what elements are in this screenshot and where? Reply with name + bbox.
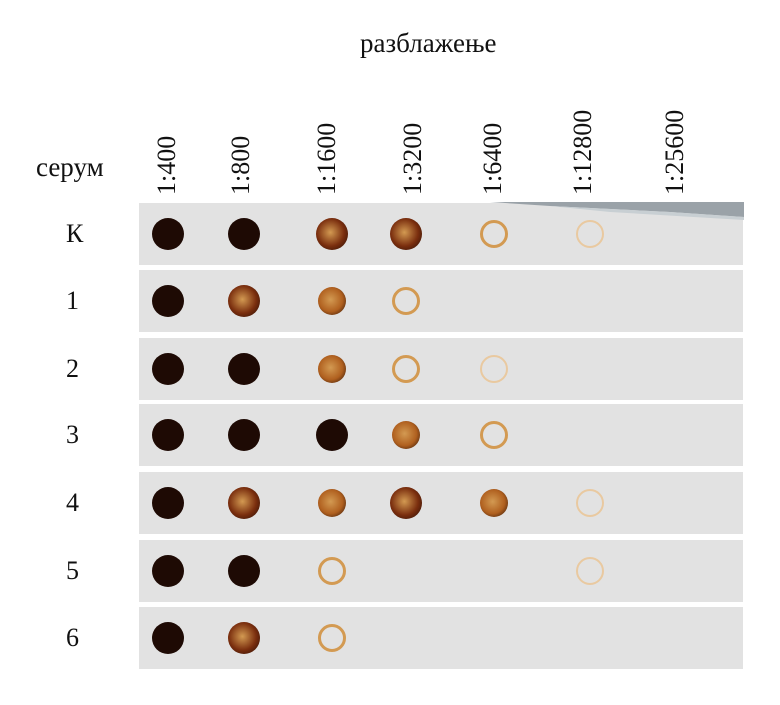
serum-label: К	[66, 219, 84, 248]
antibody-spot	[576, 489, 604, 517]
antibody-spot	[316, 218, 348, 250]
antibody-spot	[228, 487, 260, 519]
antibody-spot	[480, 489, 508, 517]
antibody-spot	[318, 355, 346, 383]
antibody-spot	[480, 355, 508, 383]
antibody-spot	[228, 218, 260, 250]
dilution-title: разблажење	[360, 28, 497, 58]
serum-label: 6	[66, 623, 79, 652]
dilution-label: 1:3200	[398, 122, 427, 195]
serum-label: 3	[66, 420, 79, 449]
antibody-spot	[228, 353, 260, 385]
antibody-spot	[392, 421, 420, 449]
antibody-spot	[318, 489, 346, 517]
antibody-spot	[152, 622, 184, 654]
antibody-spot	[576, 557, 604, 585]
antibody-spot	[390, 218, 422, 250]
dilution-label: 1:400	[152, 135, 181, 195]
antibody-spot	[318, 557, 346, 585]
dilution-label: 1:12800	[568, 109, 597, 195]
dilution-label: 1:800	[226, 135, 255, 195]
serum-label: 4	[66, 488, 79, 517]
antibody-spot	[228, 622, 260, 654]
antibody-spot	[316, 419, 348, 451]
serum-header: серум	[36, 152, 104, 182]
antibody-spot	[480, 421, 508, 449]
antibody-spot	[318, 287, 346, 315]
dilution-label: 1:6400	[478, 122, 507, 195]
antibody-spot	[576, 220, 604, 248]
antibody-spot	[318, 624, 346, 652]
antibody-spot	[228, 555, 260, 587]
serum-label: 5	[66, 556, 79, 585]
dilution-label: 1:25600	[660, 109, 689, 195]
serum-label: 1	[66, 286, 79, 315]
membrane-tear-shadow	[490, 202, 744, 220]
antibody-spot	[152, 285, 184, 317]
antibody-spot	[390, 487, 422, 519]
antibody-spot	[152, 419, 184, 451]
antibody-spot	[228, 419, 260, 451]
antibody-spot	[228, 285, 260, 317]
antibody-spot	[152, 487, 184, 519]
antibody-spot	[392, 287, 420, 315]
antibody-spot	[152, 555, 184, 587]
serum-label: 2	[66, 354, 79, 383]
antibody-spot	[392, 355, 420, 383]
antibody-spot	[152, 218, 184, 250]
antibody-spot	[152, 353, 184, 385]
antibody-spot	[480, 220, 508, 248]
dilution-label: 1:1600	[312, 122, 341, 195]
